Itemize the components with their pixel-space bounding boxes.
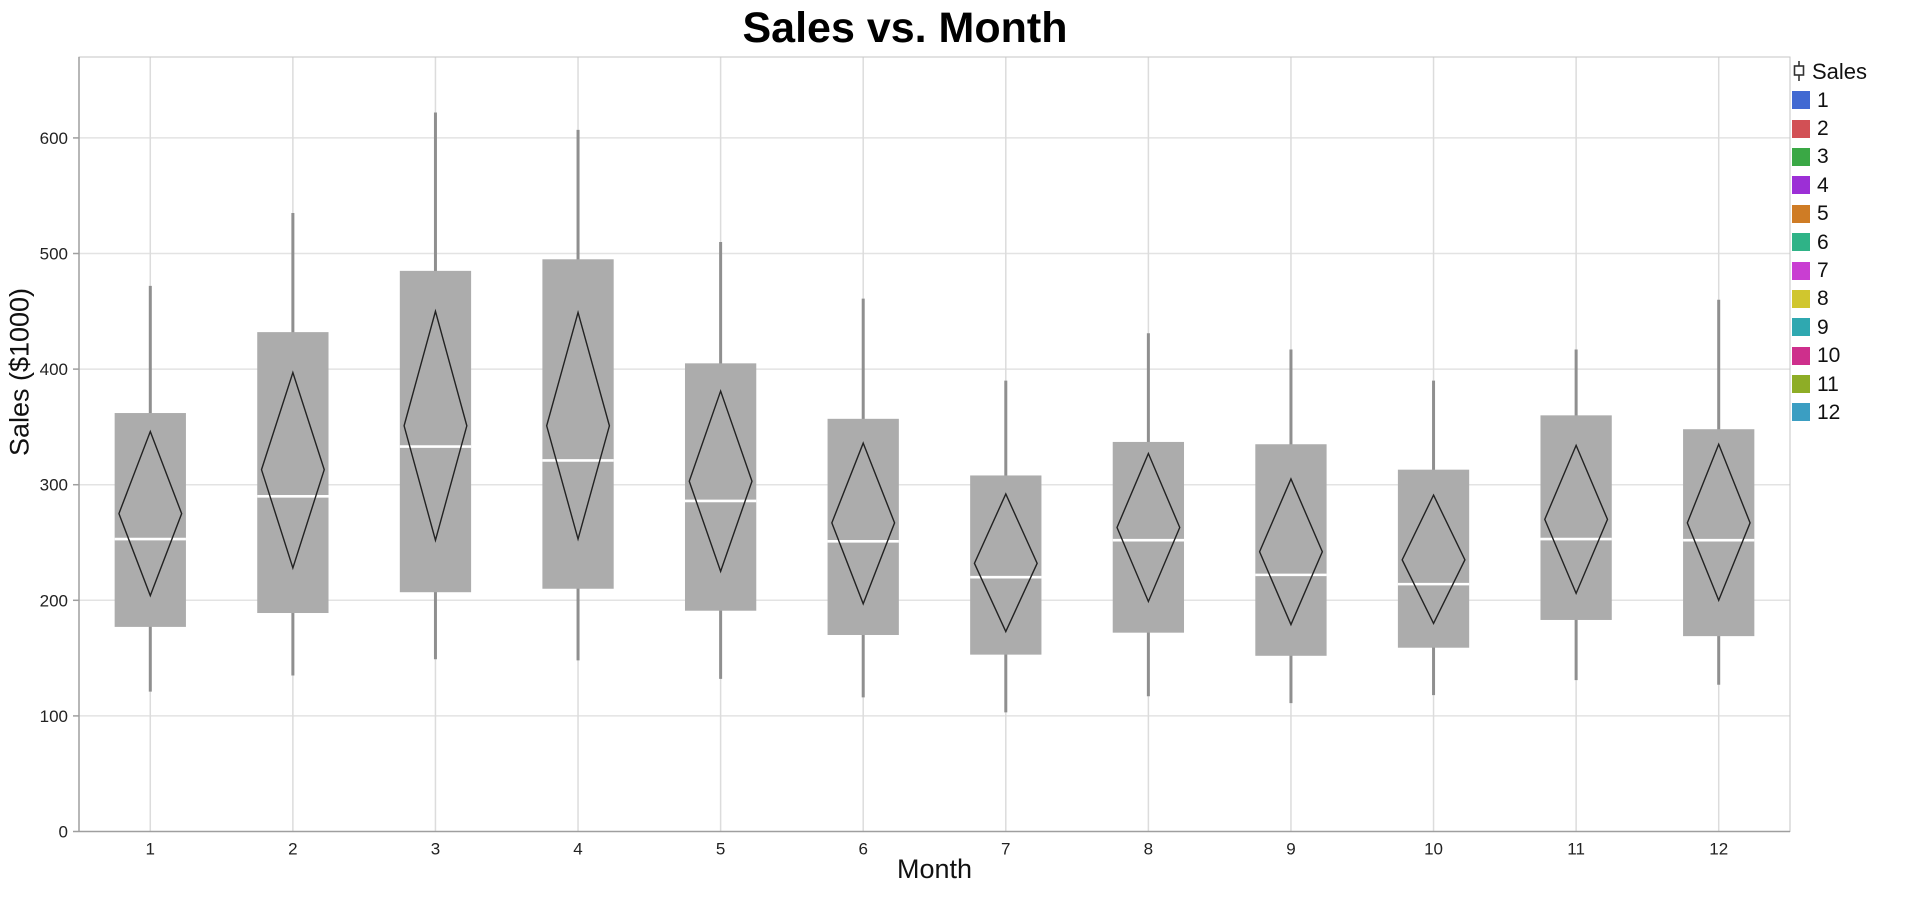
box-month-10[interactable] xyxy=(1397,469,1470,648)
legend-swatch-8[interactable] xyxy=(1792,289,1810,308)
legend: Sales 1 2 3 4 5 6 7 8 9 10 11 12 xyxy=(1792,58,1904,427)
legend-item-6[interactable]: 6 xyxy=(1792,228,1904,256)
mean-diamond-month-11[interactable] xyxy=(1543,443,1609,596)
legend-items: 1 2 3 4 5 6 7 8 9 10 11 12 xyxy=(1792,86,1904,427)
x-tick-label-5: 5 xyxy=(716,840,725,859)
legend-item-2[interactable]: 2 xyxy=(1792,114,1904,142)
legend-label-1: 1 xyxy=(1817,88,1829,112)
x-tick-label-3: 3 xyxy=(431,840,440,859)
chart-title: Sales vs. Month xyxy=(742,4,1068,52)
legend-item-7[interactable]: 7 xyxy=(1792,256,1904,284)
y-tick-label-300: 300 xyxy=(40,476,68,495)
legend-swatch-7[interactable] xyxy=(1792,261,1810,280)
legend-label-10: 10 xyxy=(1817,344,1841,368)
x-tick-label-8: 8 xyxy=(1144,840,1153,859)
legend-item-9[interactable]: 9 xyxy=(1792,313,1904,341)
legend-swatch-4[interactable] xyxy=(1792,176,1810,195)
x-tick-label-7: 7 xyxy=(1001,840,1010,859)
mean-diamond-month-4[interactable] xyxy=(545,309,611,542)
legend-label-4: 4 xyxy=(1817,173,1829,197)
y-axis-title-text: Sales ($1000) xyxy=(4,287,35,457)
box-month-1[interactable] xyxy=(114,413,186,627)
mean-diamond-month-3[interactable] xyxy=(403,308,468,543)
x-tick-label-11: 11 xyxy=(1567,840,1585,859)
box-month-3[interactable] xyxy=(399,270,472,593)
y-tick-label-100: 100 xyxy=(40,707,68,726)
box-month-8[interactable] xyxy=(1112,441,1185,633)
legend-swatch-12[interactable] xyxy=(1792,403,1810,422)
y-tick-label-600: 600 xyxy=(40,129,68,148)
legend-label-9: 9 xyxy=(1817,315,1829,339)
y-tick-label-400: 400 xyxy=(40,360,68,379)
y-tick-label-0: 0 xyxy=(59,823,68,842)
mean-diamond-month-7[interactable] xyxy=(973,492,1038,634)
legend-label-7: 7 xyxy=(1817,259,1829,283)
legend-label-11: 11 xyxy=(1817,372,1839,396)
legend-swatch-3[interactable] xyxy=(1792,147,1810,166)
legend-item-1[interactable]: 1 xyxy=(1792,86,1904,114)
legend-label-8: 8 xyxy=(1817,287,1829,311)
x-axis-title: Month xyxy=(896,854,973,884)
legend-label-2: 2 xyxy=(1817,117,1829,141)
legend-swatch-10[interactable] xyxy=(1792,346,1810,365)
mean-diamond-month-12[interactable] xyxy=(1686,442,1751,603)
box-month-5[interactable] xyxy=(684,363,757,611)
x-tick-label-2: 2 xyxy=(288,840,297,859)
legend-item-4[interactable]: 4 xyxy=(1792,171,1904,199)
mean-diamond-month-10[interactable] xyxy=(1401,493,1466,626)
boxplot-glyph-icon xyxy=(1793,61,1805,81)
legend-swatch-6[interactable] xyxy=(1792,233,1810,252)
legend-item-8[interactable]: 8 xyxy=(1792,285,1904,313)
legend-item-10[interactable]: 10 xyxy=(1792,342,1904,370)
mean-diamond-month-6[interactable] xyxy=(831,441,896,606)
legend-item-5[interactable]: 5 xyxy=(1792,200,1904,228)
legend-swatch-2[interactable] xyxy=(1792,119,1810,138)
x-tick-label-1: 1 xyxy=(146,840,155,859)
legend-swatch-5[interactable] xyxy=(1792,204,1810,223)
legend-item-12[interactable]: 12 xyxy=(1792,398,1904,426)
legend-swatch-11[interactable] xyxy=(1792,375,1810,394)
mean-diamond-month-1[interactable] xyxy=(118,429,183,598)
y-tick-label-200: 200 xyxy=(40,591,68,610)
legend-item-3[interactable]: 3 xyxy=(1792,143,1904,171)
legend-label-3: 3 xyxy=(1817,145,1829,169)
legend-title: Sales xyxy=(1812,59,1868,84)
y-tick-label-500: 500 xyxy=(40,245,68,264)
box-month-12[interactable] xyxy=(1683,429,1755,637)
mean-diamond-month-9[interactable] xyxy=(1258,477,1324,627)
x-tick-label-4: 4 xyxy=(573,840,582,859)
mean-diamond-month-5[interactable] xyxy=(688,388,753,574)
legend-swatch-1[interactable] xyxy=(1792,91,1810,110)
mean-diamond-month-8[interactable] xyxy=(1116,451,1181,604)
x-tick-label-9: 9 xyxy=(1286,840,1295,859)
legend-item-11[interactable]: 11 xyxy=(1792,370,1904,398)
x-tick-label-6: 6 xyxy=(858,840,867,859)
x-tick-label-12: 12 xyxy=(1709,840,1728,859)
legend-label-12: 12 xyxy=(1817,400,1841,424)
legend-label-6: 6 xyxy=(1817,230,1829,254)
box-month-11[interactable] xyxy=(1540,415,1612,620)
box-month-7[interactable] xyxy=(970,475,1042,655)
mean-diamond-month-2[interactable] xyxy=(260,370,325,571)
legend-label-5: 5 xyxy=(1817,202,1829,226)
x-tick-label-10: 10 xyxy=(1424,840,1443,859)
legend-header: Sales xyxy=(1792,58,1904,86)
legend-swatch-9[interactable] xyxy=(1792,318,1810,337)
box-month-6[interactable] xyxy=(827,418,899,635)
